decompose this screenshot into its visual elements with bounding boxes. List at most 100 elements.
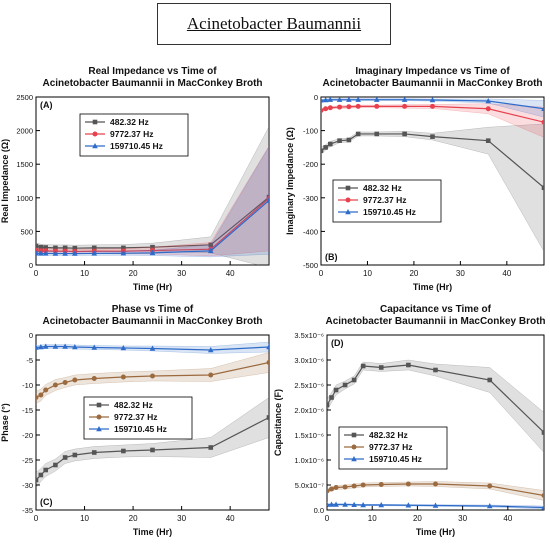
legend-entry: 159710.45 Hz [363,207,416,217]
legend-marker [345,209,351,215]
y-tick-label: 500 [20,227,33,236]
band-482-32-hz [321,123,544,253]
chart-title-line: Acinetobacter Baumannii in MacConkey Bro… [322,78,542,89]
point-482-32-hz [53,245,58,251]
y-tick-label: -35 [22,506,33,515]
point-159710-45-hz [52,343,59,349]
point-482-32-hz [36,243,39,249]
point-159710-45-hz [333,501,339,507]
x-tick-label: 30 [458,514,467,523]
point-9772-37-hz [342,484,348,490]
point-159710-45-hz [120,250,127,256]
legend-entry: 9772.37 Hz [369,442,412,452]
x-tick-label: 30 [177,269,186,278]
point-159710-45-hz [485,98,492,104]
point-159710-45-hz [38,344,44,350]
point-482-32-hz [430,134,435,139]
point-9772-37-hz [351,483,357,489]
point-482-32-hz [374,131,380,137]
point-159710-45-hz [91,344,98,350]
y-tick-label: -200 [303,160,318,169]
legend-marker [96,414,102,420]
y-tick-label: -300 [303,194,318,203]
point-9772-37-hz [360,482,366,488]
point-482-32-hz [121,245,126,251]
point-482-32-hz [266,415,269,420]
point-9772-37-hz [405,481,411,487]
y-axis-label: Real Impedance (Ω) [0,139,10,223]
point-159710-45-hz [266,197,269,203]
point-159710-45-hz [360,502,366,508]
x-axis-label: Time (Hr) [413,282,452,292]
legend-box [79,113,189,157]
y-tick-label: 0 [314,93,318,102]
point-9772-37-hz [91,376,97,381]
x-tick-label: 40 [226,514,235,523]
point-9772-37-hz [541,493,544,498]
legend: 482.32 Hz 9772.37 Hz 159710.45 Hz [79,113,189,157]
y-tick-label: -30 [22,481,33,490]
point-482-32-hz [323,145,328,150]
legend-box [83,396,193,440]
point-159710-45-hz [266,344,269,350]
band-159710-45-hz [36,146,269,258]
legend: 482.32 Hz 9772.37 Hz 159710.45 Hz [338,426,448,470]
y-tick-label: 3.5x10⁻⁶ [294,331,324,340]
chart-title-line: Phase vs Time of [112,304,194,315]
point-159710-45-hz [486,503,493,509]
point-9772-37-hz [208,372,214,378]
legend-marker [345,185,351,191]
point-159710-45-hz [72,344,78,350]
panel-label: (A) [40,100,53,110]
x-tick-label: 0 [319,269,324,278]
point-482-32-hz [91,245,97,251]
chart-title-line: Acinetobacter Baumannii in MacConkey Bro… [325,316,545,327]
point-159710-45-hz [351,501,357,507]
point-482-32-hz [36,477,39,483]
point-482-32-hz [333,387,339,393]
chart-title-line: Real Impedance vs Time of [88,66,217,77]
band-9772-37-hz [321,103,544,138]
point-159710-45-hz [328,501,335,507]
legend-box [332,179,442,223]
point-482-32-hz [329,395,334,400]
point-159710-45-hz [355,97,361,102]
x-tick-label: 10 [80,269,89,278]
point-159710-45-hz [207,347,214,353]
point-482-32-hz [72,452,78,458]
point-159710-45-hz [401,97,408,102]
point-159710-45-hz [378,502,385,508]
point-9772-37-hz [266,360,269,365]
legend-marker [92,119,98,125]
legend-marker [92,131,98,137]
point-482-32-hz [327,402,330,408]
point-9772-37-hz [541,119,544,125]
point-9772-37-hz [374,103,380,109]
y-tick-label: 1000 [16,194,33,203]
legend-marker [351,456,357,462]
point-9772-37-hz [430,103,435,109]
series-layer [321,97,544,253]
y-tick-label: -15 [22,406,33,415]
legend-marker [92,143,98,149]
y-tick-label: -500 [303,261,318,270]
x-axis-label: Time (Hr) [133,282,172,292]
x-tick-label: 40 [226,269,235,278]
point-9772-37-hz [337,104,343,110]
legend-box [338,426,448,470]
point-482-32-hz [43,245,49,250]
y-axis-label: Capacitance (F) [273,389,283,456]
legend-marker [96,402,102,408]
point-482-32-hz [346,137,352,143]
point-482-32-hz [433,367,438,373]
y-tick-label: 0 [29,261,33,270]
point-9772-37-hz [120,374,126,380]
point-159710-45-hz [322,97,329,103]
point-9772-37-hz [487,483,493,489]
point-482-32-hz [351,377,357,383]
x-tick-label: 40 [503,514,512,523]
point-159710-45-hz [429,97,436,103]
point-482-32-hz [360,363,366,369]
y-tick-label: 1500 [16,160,33,169]
